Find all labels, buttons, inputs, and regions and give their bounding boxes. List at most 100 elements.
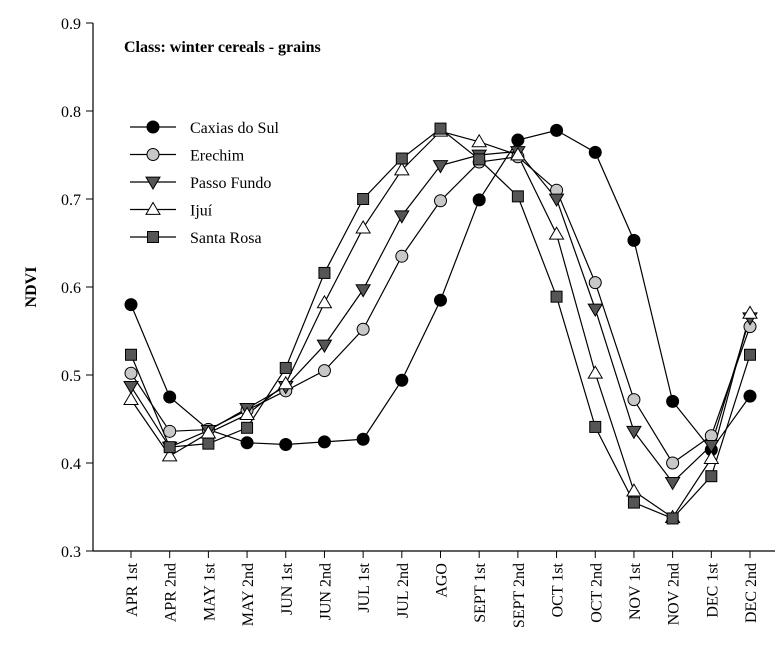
legend-label: Caxias do Sul: [190, 120, 279, 137]
y-tick-label: 0.9: [61, 16, 81, 33]
marker: [548, 226, 565, 240]
marker: [124, 298, 138, 312]
marker: [279, 361, 292, 374]
marker: [145, 176, 161, 190]
legend-label: Santa Rosa: [190, 230, 262, 247]
y-tick-label: 0.6: [61, 280, 81, 297]
x-tick-label: SEPT 1st: [472, 562, 489, 622]
y-tick-label: 0.7: [61, 192, 81, 209]
marker: [202, 437, 215, 450]
marker: [163, 424, 177, 438]
x-tick-label: JUN 1st: [279, 562, 296, 615]
marker: [705, 470, 718, 483]
x-tick-label: OCT 1st: [550, 562, 567, 617]
marker: [473, 153, 486, 166]
marker: [743, 389, 757, 403]
marker: [666, 394, 680, 408]
marker: [147, 231, 159, 243]
x-tick-label: JUL 2nd: [395, 563, 412, 618]
marker: [317, 435, 331, 449]
marker: [588, 276, 602, 290]
marker: [510, 147, 526, 161]
marker: [356, 322, 370, 336]
marker: [434, 194, 447, 208]
marker: [589, 420, 602, 433]
x-tick-label: DEC 2nd: [743, 563, 760, 623]
marker: [511, 190, 524, 203]
marker: [279, 438, 293, 452]
legend-label: Ijuí: [190, 203, 213, 220]
x-tick-label: SEPT 2nd: [511, 563, 528, 628]
marker: [587, 365, 604, 379]
marker: [318, 266, 331, 279]
y-tick-label: 0.8: [61, 104, 81, 121]
marker: [395, 373, 409, 387]
x-tick-label: OCT 2nd: [588, 563, 605, 623]
x-tick-label: DEC 1st: [704, 562, 721, 617]
marker: [393, 210, 410, 224]
marker: [703, 440, 720, 454]
marker: [395, 152, 408, 165]
y-tick-label: 0.4: [61, 456, 81, 473]
marker: [432, 160, 449, 174]
marker: [393, 161, 410, 176]
marker: [550, 290, 563, 303]
marker: [704, 429, 718, 443]
marker: [161, 447, 178, 462]
marker: [434, 122, 447, 135]
marker: [355, 284, 371, 298]
marker: [548, 193, 565, 207]
marker: [666, 456, 680, 470]
marker: [356, 432, 370, 446]
marker: [125, 348, 137, 361]
marker: [627, 233, 641, 247]
marker: [626, 483, 642, 497]
marker: [703, 450, 720, 464]
marker: [471, 133, 488, 148]
marker: [124, 366, 138, 380]
marker: [146, 148, 160, 161]
marker: [472, 193, 486, 207]
marker: [317, 364, 331, 378]
marker: [588, 145, 602, 159]
marker: [241, 421, 254, 434]
x-tick-label: MAY 2nd: [240, 563, 257, 626]
marker: [123, 391, 139, 406]
y-tick-label: 0.3: [61, 544, 81, 561]
x-tick-label: NOV 1st: [627, 562, 644, 620]
marker: [664, 476, 681, 491]
marker: [666, 512, 679, 525]
x-tick-label: NOV 2nd: [666, 563, 683, 625]
marker: [434, 293, 447, 307]
x-tick-label: MAY 1st: [201, 562, 218, 621]
marker: [357, 193, 370, 205]
marker: [355, 220, 371, 234]
marker: [550, 123, 564, 137]
marker: [627, 496, 640, 509]
annotation: Class: winter cereals - grains: [124, 39, 321, 56]
x-tick-label: JUN 2nd: [317, 563, 334, 620]
marker: [163, 390, 177, 404]
y-tick-label: 0.5: [61, 368, 81, 385]
marker: [316, 294, 333, 309]
marker: [146, 120, 160, 134]
marker: [627, 393, 641, 407]
marker: [163, 441, 176, 454]
marker: [744, 348, 756, 361]
marker: [626, 425, 642, 440]
marker: [239, 406, 255, 420]
marker: [277, 375, 294, 390]
marker: [240, 436, 254, 450]
x-tick-label: APR 1st: [124, 562, 141, 616]
x-tick-label: AGO: [434, 563, 451, 598]
x-tick-label: JUL 1st: [356, 562, 373, 612]
marker: [742, 305, 758, 319]
legend-label: Erechim: [190, 148, 245, 165]
y-axis-label: NDVI: [23, 267, 40, 308]
marker: [316, 339, 333, 354]
marker: [587, 303, 604, 317]
marker: [145, 201, 161, 215]
marker: [511, 133, 525, 147]
legend-label: Passo Fundo: [190, 175, 271, 192]
